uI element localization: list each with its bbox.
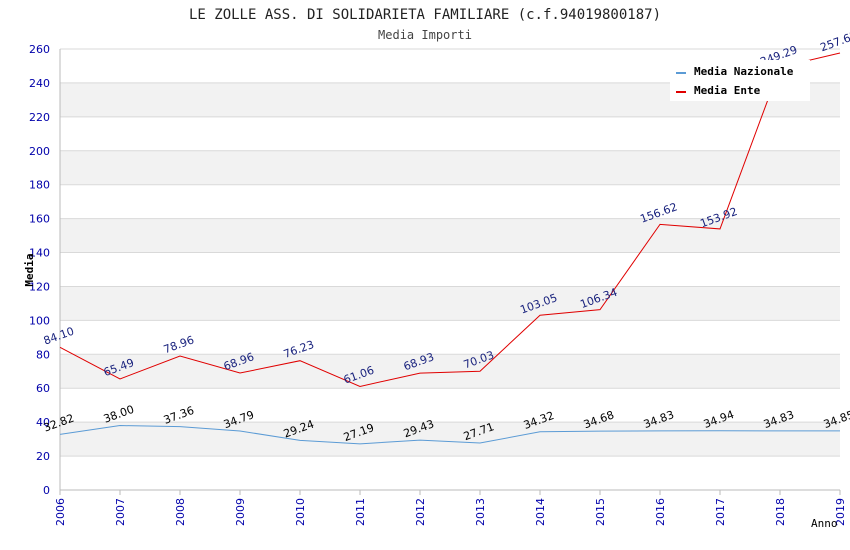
- grid-lines: [60, 48, 840, 491]
- y-axis-label: Media: [23, 253, 36, 286]
- legend-box: [670, 60, 810, 101]
- y-tick-labels: 0 20 40 60 80 100 120 140 160 180 200 220 240 260: [29, 43, 50, 497]
- y-tick-label: 180: [29, 179, 50, 192]
- x-tick-label: 2014: [534, 498, 547, 526]
- x-tick-label: 2006: [54, 498, 67, 526]
- y-tick-label: 240: [29, 77, 50, 90]
- chart-subtitle: Media Importi: [378, 28, 472, 42]
- y-tick-label: 0: [43, 484, 50, 497]
- data-label: 78.96: [162, 333, 196, 356]
- grid-bands: [60, 82, 840, 457]
- data-label: 84.10: [42, 325, 76, 348]
- series-lines: [59, 52, 841, 445]
- chart-title: LE ZOLLE ASS. DI SOLIDARIETA FAMILIARE (…: [189, 7, 661, 23]
- y-tick-label: 140: [29, 247, 50, 260]
- x-tick-label: 2017: [714, 498, 727, 526]
- x-tick-label: 2008: [174, 498, 187, 526]
- x-axis-label: Anno: [811, 517, 838, 530]
- x-tick-label: 2016: [654, 498, 667, 526]
- series-line-media-nazionale: [59, 425, 841, 445]
- y-tick-label: 160: [29, 213, 50, 226]
- x-tick-label: 2010: [294, 498, 307, 526]
- series-line-media-ente: [59, 52, 841, 387]
- y-tick-label: 80: [36, 348, 50, 361]
- x-tick-label: 2019: [834, 498, 847, 526]
- grid-band: [60, 354, 840, 389]
- grid-band: [60, 218, 840, 253]
- y-tick-label: 260: [29, 43, 50, 56]
- x-tick-label: 2007: [114, 498, 127, 526]
- y-tick-label: 20: [36, 450, 50, 463]
- x-tick-label: 2009: [234, 498, 247, 526]
- y-tick-label: 100: [29, 314, 50, 327]
- grid-band: [60, 422, 840, 457]
- legend-label-media-ente: Media Ente: [694, 84, 761, 97]
- grid-band: [60, 286, 840, 321]
- x-tick-label: 2015: [594, 498, 607, 526]
- y-tick-label: 120: [29, 280, 50, 293]
- y-tick-label: 200: [29, 145, 50, 158]
- axes: [59, 49, 840, 491]
- legend: Media Nazionale Media Ente: [670, 60, 810, 101]
- y-tick-label: 60: [36, 382, 50, 395]
- data-label: 257.67: [818, 29, 850, 54]
- y-tick-label: 40: [36, 416, 50, 429]
- legend-label-media-nazionale: Media Nazionale: [694, 65, 794, 78]
- x-tick-label: 2013: [474, 498, 487, 526]
- grid-band: [60, 150, 840, 185]
- x-tick-label: 2018: [774, 498, 787, 526]
- x-tick-label: 2012: [414, 498, 427, 526]
- x-tick-label: 2011: [354, 498, 367, 526]
- x-tick-labels: 2006 2007 2008 2009 2010 2011 2012 2013 2014 2015…: [54, 490, 847, 526]
- y-tick-label: 220: [29, 111, 50, 124]
